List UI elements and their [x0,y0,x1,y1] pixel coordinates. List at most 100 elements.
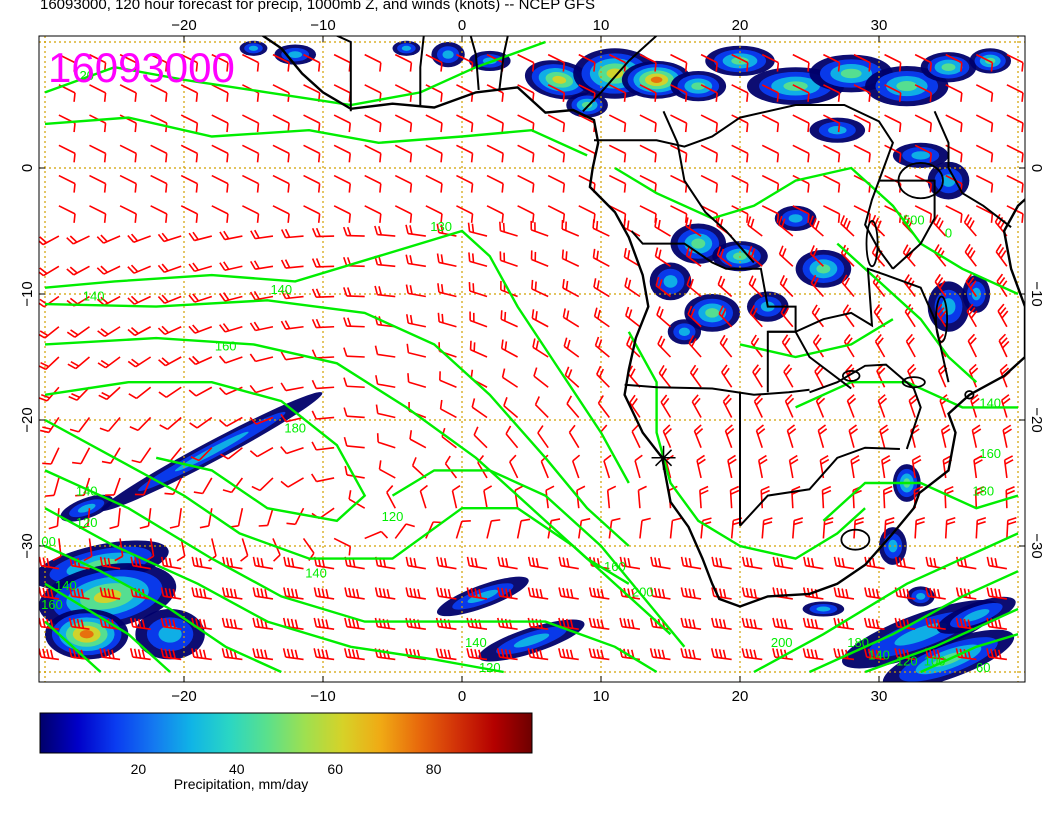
colorbar-ramp [39,712,533,754]
wind-barb [650,556,671,570]
wind-barb [864,587,885,600]
wind-barb [134,477,152,496]
lake-outline [841,369,861,382]
wind-barb [97,326,121,338]
wind-barb [631,424,641,449]
wind-barb [1000,394,1011,418]
wind-barb [863,648,885,661]
precip-area [670,70,727,102]
wind-barb [128,386,152,400]
height-contour [627,331,866,560]
country-border [864,180,894,270]
wind-barb [500,339,518,358]
wind-barb [761,114,780,133]
wind-barb [343,317,365,328]
wind-barb [967,333,978,358]
wind-barb [272,53,290,72]
country-border [662,110,755,264]
wind-barb [466,587,488,600]
wind-barb [191,556,212,570]
wind-barb [394,523,415,539]
wind-barb [211,205,229,223]
wind-barb [547,174,566,193]
wind-barb [344,587,365,600]
wind-barb [547,114,566,133]
wind-barb [405,617,426,630]
wind-barb [343,407,365,419]
contour-label: 120 [382,509,404,524]
wind-barb [974,485,985,509]
wind-barb [741,648,763,661]
wind-barb [527,587,549,600]
wind-barb [425,144,443,163]
wind-barb [761,174,780,193]
wind-barb [497,556,518,570]
height-contour [809,570,1019,674]
wind-barb [364,205,382,223]
height-contour [44,299,630,547]
precip-area [431,42,465,68]
wind-barb [425,53,443,72]
precipitation-colorbar: 20 40 60 80 Precipitation, mm/day [39,712,533,792]
wind-barb [180,114,199,133]
wind-barb [986,648,1007,661]
wind-barb [219,323,243,333]
wind-barb [823,114,841,133]
precipitation-layer [39,40,1016,682]
wind-barb [850,455,860,479]
wind-barb [158,386,182,398]
wind-barb [242,53,260,72]
wind-barb [853,53,871,72]
wind-barb [109,508,121,530]
wind-barb [119,144,137,163]
bottom-lon-label: −20 [171,688,196,705]
contour-label: 180 [847,635,869,650]
wind-barb [639,205,657,223]
wind-barb [114,538,124,562]
wind-barb [456,144,474,163]
wind-barb [437,283,457,298]
wind-barb [914,114,933,133]
wind-barb [688,335,702,358]
wind-barb [503,397,519,419]
wind-barb [283,587,304,600]
wind-barb [823,205,841,223]
wind-barb [721,364,733,388]
wind-barb [466,617,488,630]
wind-barb [220,447,243,460]
wind-barb [823,174,841,193]
lesotho-border [840,528,871,551]
wind-barb [375,375,396,389]
wind-barb [419,484,428,509]
wind-barb [150,174,168,193]
wind-barb [1006,516,1017,539]
wind-barb [781,334,794,358]
wind-barb [394,53,413,72]
wind-barb [817,424,828,448]
wind-barb [761,53,780,72]
wind-barb [761,517,773,539]
right-lat-label: −20 [1028,407,1045,432]
wind-barb [971,424,982,448]
contour-label: 160 [41,597,63,612]
wind-barb [996,273,1008,297]
wind-barb [879,424,889,448]
wind-barb [910,424,920,448]
wind-barb [251,477,274,492]
wind-barb [588,617,610,630]
wind-barb [497,587,518,600]
wind-barb [779,275,794,298]
date-stamp: 16093000 [48,44,235,91]
wind-barb [89,114,107,133]
wind-barb [693,424,704,449]
station-marker-icon [651,445,676,470]
wind-barb [211,53,229,72]
wind-barb [882,485,893,509]
height-contour [920,633,1019,674]
precip-area [392,40,421,56]
wind-barb [280,320,304,330]
wind-barb [593,278,610,298]
wind-barb [975,516,987,539]
left-lat-label: −20 [19,407,36,432]
wind-barb [250,260,274,270]
